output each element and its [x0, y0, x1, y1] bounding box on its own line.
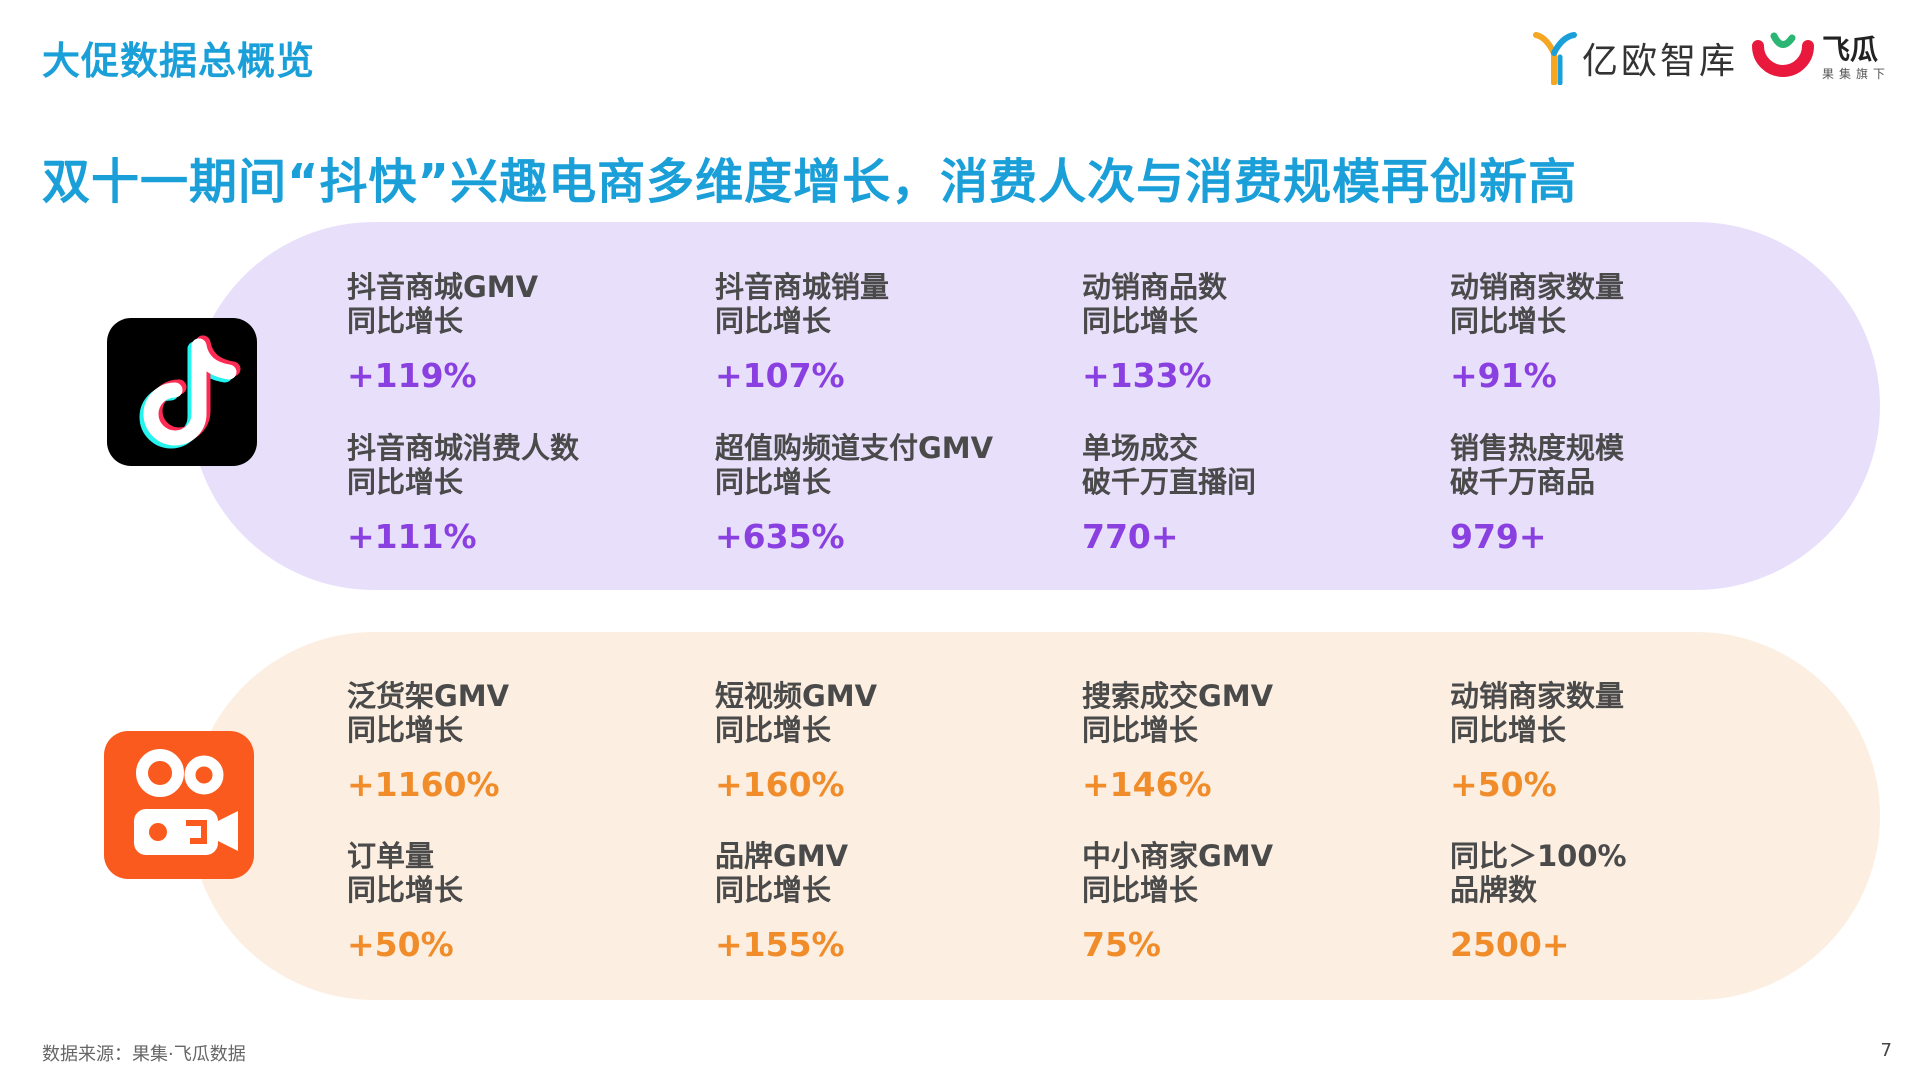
metric-value: 2500+	[1450, 925, 1570, 964]
data-source-note: 数据来源：果集·飞瓜数据	[42, 1044, 246, 1065]
douyin-metric: 抖音商城消费人数 同比增长 +111%	[347, 431, 677, 557]
brand-logos: 亿欧智库 飞瓜 果集旗下	[1532, 28, 1890, 88]
metric-value: 979+	[1450, 517, 1547, 556]
douyin-metric: 销售热度规模 破千万商品 979+	[1450, 431, 1780, 557]
metric-sublabel: 破千万直播间	[1082, 465, 1257, 499]
metric-label: 抖音商城GMV	[347, 270, 539, 304]
kuaishou-logo-icon	[104, 731, 254, 879]
metric-label: 品牌GMV	[715, 839, 849, 873]
section-title: 大促数据总概览	[42, 39, 316, 83]
metric-label: 订单量	[347, 839, 435, 873]
metric-value: +160%	[715, 765, 845, 804]
metric-sublabel: 同比增长	[1082, 304, 1199, 338]
metric-sublabel: 品牌数	[1450, 873, 1538, 907]
metric-label: 抖音商城消费人数	[347, 431, 580, 465]
douyin-metric: 单场成交 破千万直播间 770+	[1082, 431, 1412, 557]
page-headline: 双十一期间“抖快”兴趣电商多维度增长，消费人次与消费规模再创新高	[42, 154, 1578, 210]
kuaishou-metric: 搜索成交GMV 同比增长 +146%	[1082, 679, 1412, 805]
metric-sublabel: 同比增长	[1082, 873, 1199, 907]
kuaishou-metric: 中小商家GMV 同比增长 75%	[1082, 839, 1412, 965]
metric-sublabel: 同比增长	[347, 873, 464, 907]
metric-label: 动销商品数	[1082, 270, 1228, 304]
douyin-metric: 动销商家数量 同比增长 +91%	[1450, 270, 1780, 396]
metric-value: 75%	[1082, 925, 1161, 964]
metric-label: 同比＞100%	[1450, 839, 1627, 873]
kuaishou-metric: 动销商家数量 同比增长 +50%	[1450, 679, 1780, 805]
metric-sublabel: 同比增长	[715, 713, 832, 747]
page-number: 7	[1880, 1040, 1892, 1061]
douyin-metric: 抖音商城GMV 同比增长 +119%	[347, 270, 677, 396]
metric-sublabel: 同比增长	[1450, 304, 1567, 338]
metric-sublabel: 破千万商品	[1450, 465, 1596, 499]
kuaishou-metric: 泛货架GMV 同比增长 +1160%	[347, 679, 677, 805]
yiou-mark-icon	[1532, 32, 1577, 85]
metric-sublabel: 同比增长	[1082, 713, 1199, 747]
metric-value: +91%	[1450, 356, 1557, 395]
feigua-logo: 飞瓜 果集旗下	[1751, 32, 1890, 84]
metric-value: +133%	[1082, 356, 1212, 395]
metric-label: 动销商家数量	[1450, 679, 1625, 713]
kuaishou-panel	[190, 632, 1880, 1000]
metric-sublabel: 同比增长	[347, 465, 464, 499]
metric-sublabel: 同比增长	[347, 304, 464, 338]
douyin-metric: 抖音商城销量 同比增长 +107%	[715, 270, 1045, 396]
metric-value: +50%	[1450, 765, 1557, 804]
kuaishou-metric: 同比＞100% 品牌数 2500+	[1450, 839, 1780, 965]
feigua-mark-icon	[1751, 32, 1814, 77]
metric-sublabel: 同比增长	[347, 713, 464, 747]
yiou-name: 亿欧智库	[1581, 41, 1738, 82]
metric-sublabel: 同比增长	[1450, 713, 1567, 747]
metric-label: 销售热度规模	[1450, 431, 1625, 465]
yiou-logo: 亿欧智库	[1532, 31, 1738, 85]
metric-label: 抖音商城销量	[715, 270, 890, 304]
douyin-metric: 动销商品数 同比增长 +133%	[1082, 270, 1412, 396]
douyin-logo-icon	[107, 318, 257, 466]
metric-value: 770+	[1082, 517, 1179, 556]
metric-value: +146%	[1082, 765, 1212, 804]
feigua-sub: 果集旗下	[1821, 67, 1890, 81]
metric-value: +50%	[347, 925, 454, 964]
metric-sublabel: 同比增长	[715, 873, 832, 907]
metric-value: +119%	[347, 356, 477, 395]
metric-label: 短视频GMV	[715, 679, 878, 713]
metric-value: +635%	[715, 517, 845, 556]
kuaishou-metric: 订单量 同比增长 +50%	[347, 839, 677, 965]
metric-sublabel: 同比增长	[715, 465, 832, 499]
kuaishou-metric: 短视频GMV 同比增长 +160%	[715, 679, 1045, 805]
metric-label: 中小商家GMV	[1082, 839, 1274, 873]
douyin-panel	[190, 222, 1880, 590]
metric-label: 动销商家数量	[1450, 270, 1625, 304]
metric-label: 超值购频道支付GMV	[715, 431, 994, 465]
metric-value: +111%	[347, 517, 477, 556]
metric-label: 单场成交	[1082, 431, 1199, 465]
metric-label: 泛货架GMV	[347, 679, 510, 713]
metric-sublabel: 同比增长	[715, 304, 832, 338]
metric-value: +107%	[715, 356, 845, 395]
metric-value: +1160%	[347, 765, 500, 804]
feigua-name: 飞瓜	[1821, 33, 1878, 66]
kuaishou-metric: 品牌GMV 同比增长 +155%	[715, 839, 1045, 965]
metric-label: 搜索成交GMV	[1082, 679, 1274, 713]
metric-value: +155%	[715, 925, 845, 964]
douyin-metric: 超值购频道支付GMV 同比增长 +635%	[715, 431, 1045, 557]
